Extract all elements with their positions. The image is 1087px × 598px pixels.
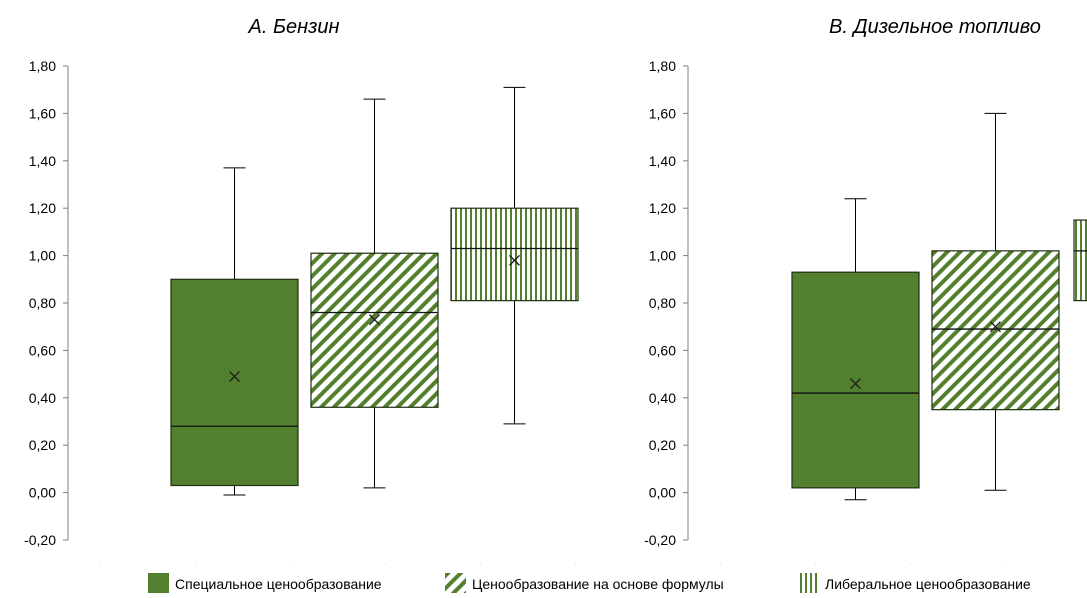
box-iqr [931,250,1060,411]
y-tick-label: 1,60 [649,105,676,121]
y-axis: -0,20 0,00 0,20 0,40 0,60 0,80 1,00 1,20 1,40 1,6… [24,58,576,565]
box-group [170,86,579,496]
y-tick-label: 1,20 [649,200,676,216]
mean-marker [850,378,861,390]
legend-item-liberal: Либеральное ценообразование [798,573,1031,593]
y-tick-label: 1,40 [29,153,56,169]
panel-title: B. Дизельное топливо [829,16,1041,38]
box-vertical [1073,219,1087,302]
y-tick-label: 1,20 [29,200,56,216]
mean-marker [369,314,380,326]
mean-marker [990,321,1001,333]
panel-gasoline: A. Бензин -0,20 0,00 0,20 0,40 0,60 0,80 1,00 1… [24,16,579,565]
box-iqr [450,207,579,302]
box-iqr [1073,219,1087,302]
y-tick-label: 0,60 [29,342,56,358]
y-tick-label: 0,00 [649,485,676,501]
y-tick-label: 1,00 [29,248,56,264]
mean-marker [229,370,240,382]
legend-label: Либеральное ценообразование [825,576,1031,592]
legend: Специальное ценообразование Ценообразова… [148,573,1031,593]
y-tick-label: 1,60 [29,105,56,121]
y-tick-label: 0,20 [649,437,676,453]
y-tick-label: 0,20 [29,437,56,453]
y-tick-label: 0,40 [649,390,676,406]
legend-label: Специальное ценообразование [175,576,382,592]
y-tick-label: 0,40 [29,390,56,406]
box-solid [791,198,920,501]
panel-title: A. Бензин [247,16,339,38]
box-iqr [170,278,299,487]
y-tick-label: 1,80 [649,58,676,74]
panel-diesel: B. Дизельное топливо -0,20 0,00 0,20 0,40 0,… [644,16,1087,565]
mean-marker [509,254,520,266]
y-tick-label: 1,40 [649,153,676,169]
legend-item-formula: Ценообразование на основе формулы [445,573,724,593]
box-iqr [791,271,920,489]
y-tick-label: 0,80 [649,295,676,311]
legend-item-special: Специальное ценообразование [148,573,382,593]
y-tick-label: 0,60 [649,342,676,358]
box-vertical [450,86,579,425]
legend-swatch-solid [148,573,169,593]
box-solid [170,167,299,496]
y-tick-label: 0,80 [29,295,56,311]
box-iqr [310,252,439,408]
legend-label: Ценообразование на основе формулы [472,576,724,592]
y-tick-label: 1,00 [649,248,676,264]
legend-swatch-diagonal [445,573,466,593]
box-group [791,112,1087,501]
y-tick-label: -0,20 [644,532,676,548]
legend-swatch-vertical [798,573,819,593]
box-diagonal [310,98,439,489]
y-tick-label: 0,00 [29,485,56,501]
y-axis: -0,20 0,00 0,20 0,40 0,60 0,80 1,00 1,20 1,40 1,6… [644,58,1006,565]
y-tick-label: -0,20 [24,532,56,548]
box-diagonal [931,112,1060,491]
y-tick-label: 1,80 [29,58,56,74]
